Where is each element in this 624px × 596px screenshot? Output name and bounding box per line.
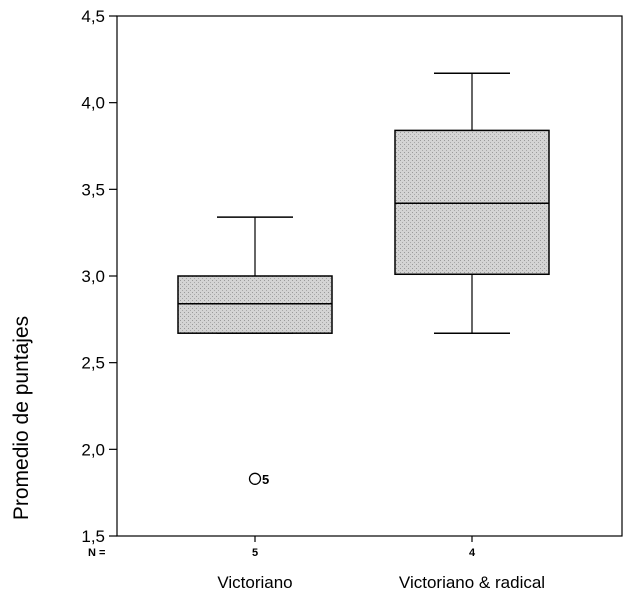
y-tick-label: 3,5 bbox=[81, 180, 105, 199]
y-tick-label: 3,0 bbox=[81, 267, 105, 286]
box-group-2 bbox=[394, 72, 550, 334]
y-tick-label: 4,0 bbox=[81, 94, 105, 113]
y-tick-label: 2,5 bbox=[81, 354, 105, 373]
box-iqr bbox=[177, 275, 333, 334]
y-tick-label: 4,5 bbox=[81, 7, 105, 26]
y-axis-title: Promedio de puntajes bbox=[10, 316, 33, 520]
y-tick-label: 2,0 bbox=[81, 440, 105, 459]
y-tick-label: 1,5 bbox=[81, 527, 105, 546]
n-prefix-label: N = bbox=[88, 547, 105, 559]
outlier-label: 5 bbox=[262, 472, 269, 487]
category-label: Victoriano bbox=[217, 573, 292, 592]
box-iqr bbox=[394, 129, 550, 276]
n-count-label: 4 bbox=[469, 547, 476, 559]
box-group-1: 5 bbox=[177, 216, 333, 487]
category-label: Victoriano & radical bbox=[399, 573, 545, 592]
outlier-point bbox=[248, 472, 262, 485]
n-count-label: 5 bbox=[252, 547, 258, 559]
